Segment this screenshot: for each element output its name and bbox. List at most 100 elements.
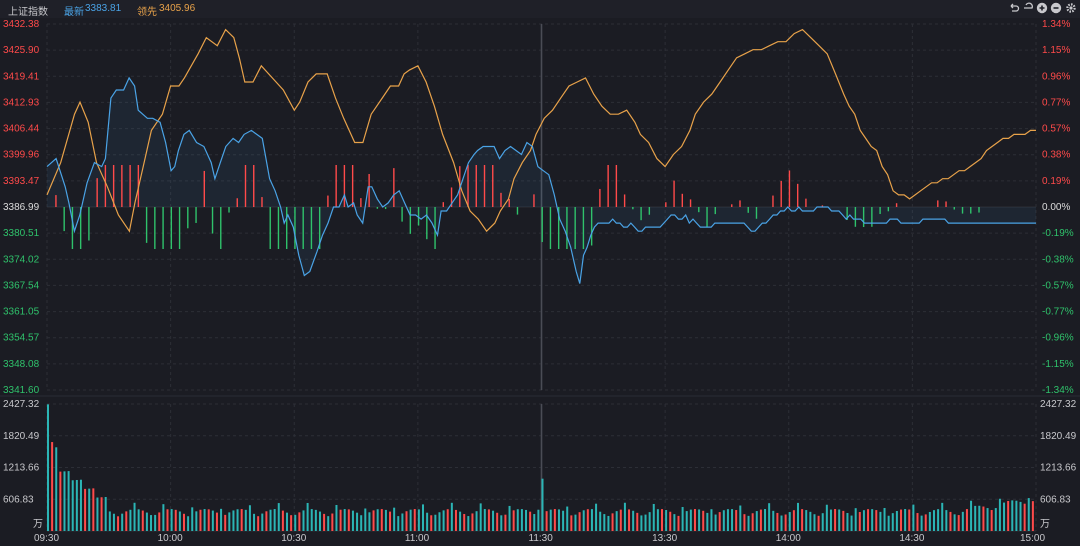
- zoom-in-icon[interactable]: [1036, 2, 1048, 14]
- volume-bar: [957, 515, 960, 531]
- momentum-bar: [854, 207, 857, 227]
- momentum-bar: [582, 207, 585, 249]
- volume-bar: [471, 513, 474, 531]
- volume-bar: [772, 510, 775, 531]
- momentum-bar: [63, 207, 65, 232]
- volume-bar: [965, 509, 968, 531]
- volume-bar: [941, 502, 944, 531]
- volume-bar: [277, 503, 280, 531]
- momentum-bar: [302, 207, 304, 249]
- momentum-bar: [195, 207, 197, 223]
- volume-bar: [174, 509, 177, 531]
- momentum-bar: [805, 198, 807, 207]
- volume-bar: [133, 502, 136, 531]
- latest-value: 3383.81: [85, 3, 122, 14]
- volume-bar: [323, 513, 326, 531]
- lead-line: [46, 28, 1036, 233]
- volume-bar: [84, 488, 87, 531]
- volume-bar: [290, 515, 293, 531]
- volume-bar: [125, 511, 128, 531]
- pct-tick-label: 1.15%: [1042, 45, 1070, 56]
- momentum-bar: [821, 205, 824, 207]
- volume-bar: [924, 514, 927, 531]
- momentum-bar: [286, 207, 288, 249]
- volume-bar: [858, 512, 861, 531]
- momentum-bar: [343, 165, 346, 207]
- volume-bar: [883, 507, 886, 531]
- volume-bar: [261, 513, 264, 531]
- volume-bar: [813, 514, 816, 531]
- volume-bar: [529, 511, 532, 531]
- volume-bar: [191, 507, 194, 531]
- momentum-bar: [500, 192, 502, 207]
- momentum-bar: [129, 165, 131, 207]
- volume-bar: [628, 509, 631, 531]
- momentum-bar: [401, 207, 403, 222]
- volume-bar: [747, 515, 750, 531]
- volume-bar: [986, 508, 989, 531]
- volume-bar: [178, 511, 181, 531]
- price-tick-label: 3406.44: [3, 124, 40, 135]
- volume-bar: [895, 510, 898, 531]
- momentum-bar: [335, 165, 337, 207]
- momentum-bar: [772, 195, 774, 207]
- price-tick-label: 3393.47: [3, 176, 40, 187]
- volume-bar: [195, 511, 198, 531]
- pct-tick-label: 0.00%: [1042, 202, 1070, 213]
- momentum-bar: [327, 195, 329, 207]
- momentum-bar: [698, 207, 700, 213]
- price-tick-label: 3367.54: [3, 280, 40, 291]
- undo-icon[interactable]: [1008, 2, 1020, 14]
- volume-bar: [100, 497, 103, 531]
- volume-bar: [805, 510, 808, 531]
- momentum-bar: [426, 207, 428, 240]
- volume-unit-label: 万: [1040, 519, 1050, 530]
- volume-bar: [867, 509, 870, 531]
- momentum-bar: [277, 207, 280, 249]
- volume-bar: [632, 510, 635, 531]
- momentum-bar: [475, 165, 477, 207]
- pct-tick-label: 0.77%: [1042, 97, 1070, 108]
- volume-bar: [187, 516, 190, 531]
- volume-bar: [640, 515, 643, 531]
- volume-bar: [875, 510, 878, 531]
- volume-bar: [79, 479, 82, 531]
- volume-bar: [615, 511, 618, 531]
- volume-bar: [714, 514, 717, 531]
- momentum-bar: [434, 207, 436, 249]
- volume-bar: [434, 514, 437, 531]
- momentum-bar: [516, 207, 519, 215]
- volume-bar: [722, 510, 725, 531]
- price-tick-label: 3399.96: [3, 150, 40, 161]
- momentum-bar: [368, 174, 370, 207]
- volume-tick-label: 1820.49: [1040, 431, 1077, 442]
- volume-bar: [834, 509, 837, 531]
- back-icon[interactable]: [1022, 2, 1034, 14]
- pct-tick-label: 0.19%: [1042, 176, 1070, 187]
- momentum-bar: [294, 207, 296, 249]
- volume-bar: [850, 515, 853, 531]
- volume-bar: [302, 510, 305, 531]
- volume-bar: [829, 509, 832, 531]
- settings-icon[interactable]: [1065, 2, 1077, 14]
- volume-tick-label: 2427.32: [3, 399, 40, 410]
- momentum-bar: [261, 197, 263, 207]
- momentum-bar: [953, 207, 955, 210]
- momentum-bar: [978, 207, 980, 213]
- volume-bar: [417, 509, 420, 531]
- volume-bar: [389, 511, 392, 531]
- time-tick-label: 11:30: [529, 533, 554, 544]
- volume-bar: [792, 510, 795, 531]
- pct-tick-label: -0.19%: [1042, 228, 1074, 239]
- momentum-bar: [508, 199, 510, 207]
- pct-tick-label: -0.38%: [1042, 254, 1074, 265]
- pct-tick-label: 0.57%: [1042, 124, 1070, 135]
- volume-bar: [702, 510, 705, 531]
- momentum-bar: [887, 207, 890, 212]
- zoom-out-icon[interactable]: [1050, 2, 1062, 14]
- momentum-bar: [796, 183, 799, 207]
- volume-bar: [611, 513, 614, 531]
- price-tick-label: 3361.05: [3, 307, 40, 318]
- momentum-bar: [615, 165, 618, 207]
